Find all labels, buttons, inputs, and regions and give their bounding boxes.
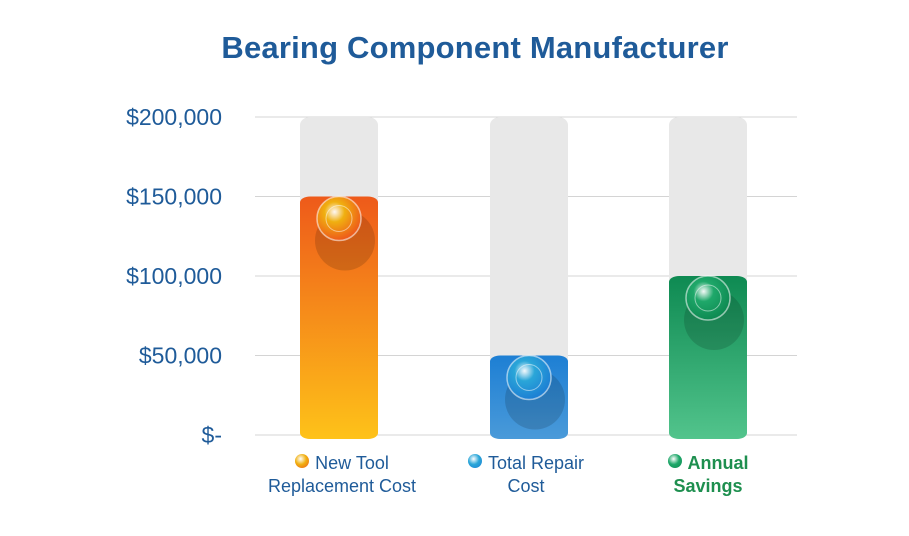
bar xyxy=(669,276,747,439)
y-tick-label: $200,000 xyxy=(126,104,222,130)
legend-item: Total Repair Cost xyxy=(431,452,621,498)
gem-marker xyxy=(316,195,362,242)
legend-item: New Tool Replacement Cost xyxy=(247,452,437,498)
bars xyxy=(300,117,747,439)
y-tick-label: $- xyxy=(202,422,222,448)
legend-label: New Tool xyxy=(315,453,389,473)
y-tick-label: $150,000 xyxy=(126,184,222,210)
legend-gem-icon xyxy=(295,454,310,468)
legend-gem-icon xyxy=(467,454,482,468)
bar xyxy=(300,196,378,439)
gem-facet xyxy=(694,284,722,312)
y-tick-label: $50,000 xyxy=(139,343,222,369)
legend-line: Total Repair xyxy=(431,452,621,475)
legend-label: Replacement Cost xyxy=(267,476,417,496)
legend-label: Annual xyxy=(687,453,749,473)
y-axis: $- $50,000 $100,000 $150,000 $200,000 xyxy=(126,104,222,448)
legend-label: Savings xyxy=(673,476,743,496)
legend-line: New Tool xyxy=(247,452,437,475)
legend-label: Cost xyxy=(507,476,545,496)
gem-facet xyxy=(515,364,543,391)
legend-label: Total Repair xyxy=(487,453,585,473)
gem-marker xyxy=(506,354,552,401)
y-tick-label: $100,000 xyxy=(126,263,222,289)
gem-facet xyxy=(325,205,353,232)
legend-item: Annual Savings xyxy=(613,452,803,498)
gem-marker xyxy=(685,275,731,321)
chart-title: Bearing Component Manufacturer xyxy=(221,30,729,65)
legend-line: Annual xyxy=(613,452,803,475)
legend-gem-icon xyxy=(667,454,682,468)
